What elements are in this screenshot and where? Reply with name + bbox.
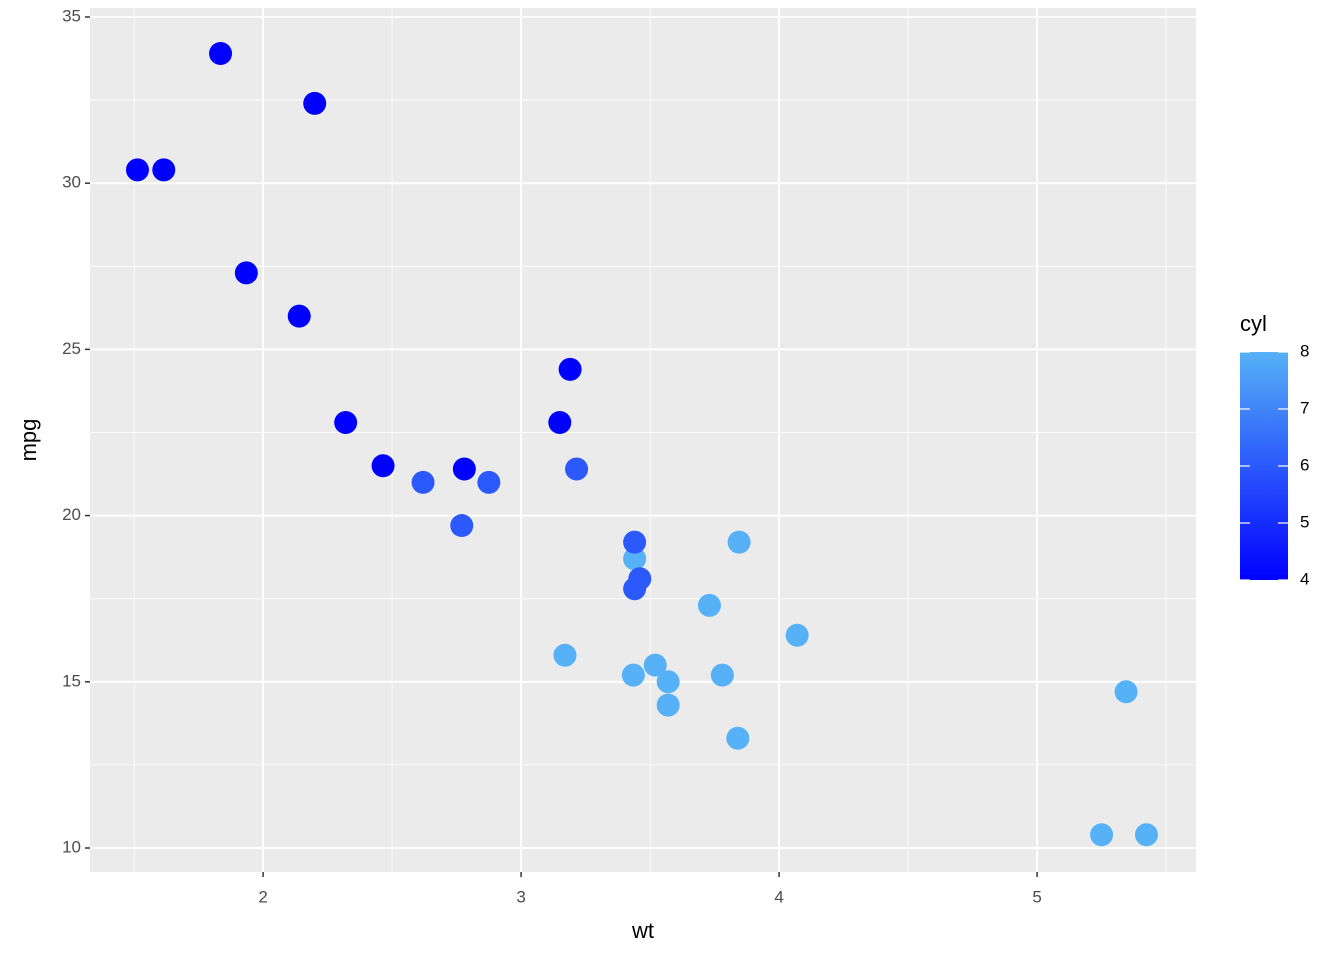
x-tick-label: 5 <box>1032 887 1041 906</box>
y-tick-label: 25 <box>62 339 81 358</box>
point <box>710 663 734 687</box>
point <box>697 593 721 617</box>
x-axis-title: wt <box>631 918 654 943</box>
x-tick-label: 2 <box>258 887 267 906</box>
panel <box>90 8 1196 872</box>
point <box>553 643 577 667</box>
point <box>726 726 750 750</box>
point <box>209 42 233 66</box>
y-tick-label: 15 <box>62 671 81 690</box>
legend-label: 8 <box>1300 341 1309 360</box>
point <box>623 530 647 554</box>
point <box>334 411 358 435</box>
y-tick-label: 35 <box>62 6 81 25</box>
x-tick-label: 3 <box>516 887 525 906</box>
point <box>411 470 435 494</box>
point <box>785 623 809 647</box>
point <box>548 411 572 435</box>
y-tick-label: 10 <box>62 837 81 856</box>
point <box>727 530 751 554</box>
point <box>1114 680 1138 704</box>
legend-title: cyl <box>1240 311 1267 336</box>
point <box>477 470 501 494</box>
point <box>621 663 645 687</box>
y-tick-label: 30 <box>62 173 81 192</box>
point <box>450 514 474 538</box>
y-tick-label: 20 <box>62 505 81 524</box>
y-axis-title: mpg <box>16 419 41 462</box>
point <box>565 457 589 481</box>
legend-label: 6 <box>1300 455 1309 474</box>
point <box>152 158 176 182</box>
point <box>623 547 647 571</box>
point <box>371 454 395 478</box>
legend-label: 4 <box>1300 569 1309 588</box>
point <box>623 577 647 601</box>
point <box>643 653 667 677</box>
point <box>452 457 476 481</box>
point <box>558 357 582 381</box>
point <box>125 158 149 182</box>
point <box>287 304 311 328</box>
point <box>656 670 680 694</box>
point <box>234 261 258 285</box>
point <box>1134 823 1158 847</box>
point <box>303 91 327 115</box>
x-tick-label: 4 <box>774 887 783 906</box>
legend-label: 7 <box>1300 398 1309 417</box>
point <box>1090 823 1114 847</box>
legend-label: 5 <box>1300 512 1309 531</box>
point <box>656 693 680 717</box>
